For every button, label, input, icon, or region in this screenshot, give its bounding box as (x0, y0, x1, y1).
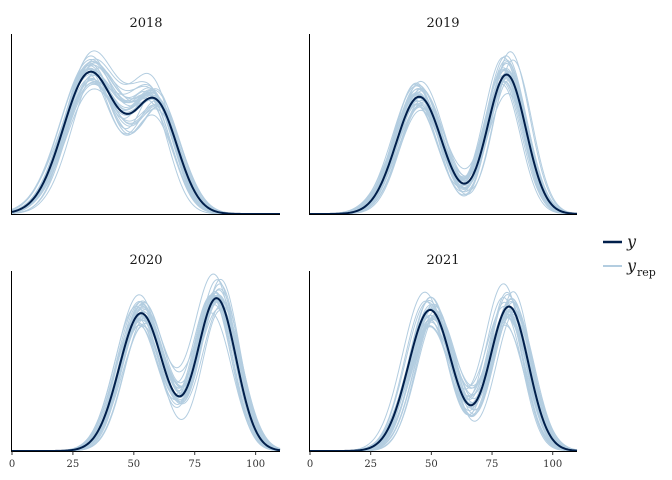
facet-panel-2018: 2018 (11, 16, 280, 215)
y-curve (310, 305, 578, 452)
yrep-curve (310, 291, 578, 452)
yrep-curve (11, 64, 280, 215)
x-tick-label: 50 (127, 459, 140, 470)
facet-title-2018: 2018 (129, 16, 162, 31)
x-tick-label: 75 (486, 459, 499, 470)
x-tick-label: 25 (364, 459, 377, 470)
yrep-curve (310, 291, 578, 452)
yrep-curve (310, 283, 578, 452)
y-curve (310, 73, 578, 215)
facet-title-2020: 2020 (129, 253, 162, 268)
facet-title-2021: 2021 (426, 253, 459, 268)
y-observed-curve (310, 73, 578, 215)
yrep-curve (11, 55, 280, 215)
legend-label-y: y (626, 232, 637, 251)
yrep-curves (12, 273, 281, 452)
facet-panel-2019: 2019 (309, 16, 578, 215)
yrep-curve (310, 296, 578, 452)
x-tick-label: 75 (188, 459, 201, 470)
y-curve (11, 70, 280, 215)
x-axis-ticks: 0 25 50 75 100 (9, 451, 265, 470)
yrep-curve (11, 64, 280, 215)
legend-label-yrep: y (626, 256, 637, 275)
yrep-curve (310, 291, 578, 452)
yrep-curve (11, 62, 280, 215)
yrep-curve (11, 67, 280, 215)
y-curve (12, 297, 281, 452)
yrep-curve (11, 50, 280, 215)
yrep-curve (11, 67, 280, 215)
legend: y y rep (603, 232, 656, 279)
yrep-curves (11, 50, 280, 215)
x-tick-label: 50 (425, 459, 438, 470)
yrep-curves (310, 283, 578, 452)
yrep-curve (310, 55, 578, 215)
x-tick-label: 0 (9, 459, 15, 470)
yrep-curve (11, 67, 280, 215)
y-observed-curve (12, 297, 281, 452)
legend-label-yrep-subscript: rep (637, 266, 656, 279)
facet-title-2019: 2019 (426, 16, 459, 31)
yrep-curve (11, 62, 280, 215)
x-axis-ticks: 0 25 50 75 100 (307, 451, 562, 470)
facet-panel-2021: 2021 0 25 50 75 100 (307, 253, 578, 470)
yrep-curve (11, 74, 280, 215)
y-observed-curve (310, 305, 578, 452)
y-observed-curve (11, 70, 280, 215)
x-tick-label: 0 (307, 459, 313, 470)
x-tick-label: 25 (67, 459, 80, 470)
facet-panel-2020: 2020 0 25 50 75 100 (9, 253, 281, 470)
x-tick-label: 100 (543, 459, 562, 470)
yrep-curve (310, 56, 578, 215)
x-tick-label: 100 (246, 459, 265, 470)
yrep-curves (309, 51, 578, 215)
